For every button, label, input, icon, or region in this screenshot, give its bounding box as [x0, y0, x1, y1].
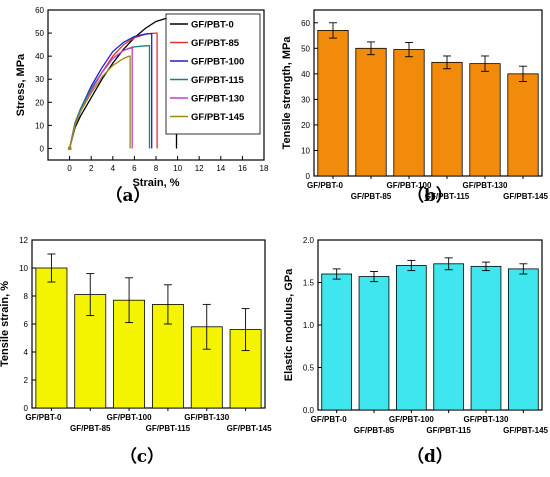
y-tick-label: 0	[306, 172, 311, 181]
x-tick-label: GF/PBT-100	[107, 413, 152, 422]
x-tick-label: GF/PBT-115	[146, 424, 191, 433]
y-tick-label: 60	[35, 6, 44, 15]
x-tick-label: GF/PBT-100	[389, 415, 434, 424]
x-tick-label: 14	[216, 164, 225, 173]
bar-gf-pbt-130	[469, 63, 501, 177]
y-tick-label: 1.5	[303, 279, 315, 288]
bar-gf-pbt-130	[470, 265, 502, 411]
x-tick-label: GF/PBT-85	[354, 426, 395, 435]
legend-entry: GF/PBT-145	[191, 112, 245, 123]
bar-gf-pbt-100	[393, 49, 425, 177]
y-tick-label: 20	[301, 121, 310, 130]
x-tick-label: 12	[195, 164, 204, 173]
y-tick-label: 0.5	[303, 364, 315, 373]
legend: GF/PBT-0 GF/PBT-85 GF/PBT-100 GF/PBT-115 GF/…	[165, 13, 261, 135]
series-start-marker	[68, 146, 72, 150]
y-axis-label: Tensile strain, %	[0, 281, 11, 367]
legend-entry: GF/PBT-100	[191, 57, 244, 68]
y-axis-label: Tensile strength, MPa	[281, 36, 293, 150]
panel-label: （d）	[407, 446, 453, 467]
series-line-gf-pbt-145	[68, 55, 131, 149]
y-tick-label: 10	[301, 146, 310, 155]
y-tick-label: 30	[301, 95, 310, 104]
legend-entry: GF/PBT-85	[191, 38, 240, 49]
y-tick-label: 40	[301, 70, 310, 79]
x-tick-label: GF/PBT-100	[387, 181, 432, 190]
legend-entry: GF/PBT-115	[191, 75, 245, 86]
y-tick-label: 6	[24, 320, 29, 329]
y-tick-label: 50	[301, 44, 310, 53]
x-tick-label: 8	[154, 164, 159, 173]
x-tick-label: GF/PBT-145	[503, 426, 548, 435]
chart-b: 0 10 20 30 40 50 60 Tensile strength, MPa GF/PBT…	[281, 9, 549, 206]
series-line-gf-pbt-0	[68, 16, 178, 149]
panel-label: （b）	[407, 185, 453, 206]
x-tick-label: GF/PBT-0	[311, 415, 348, 424]
x-tick-label: GF/PBT-0	[25, 413, 62, 422]
x-tick-label: GF/PBT-130	[463, 181, 508, 190]
series-line-gf-pbt-100	[68, 32, 153, 149]
series-line-gf-pbt-130	[68, 45, 133, 149]
panel-label: （a）	[105, 185, 150, 206]
x-tick-label: GF/PBT-130	[184, 413, 229, 422]
x-tick-label: GF/PBT-115	[426, 426, 471, 435]
bar-gf-pbt-85	[358, 276, 390, 411]
y-tick-label: 0	[24, 404, 29, 413]
y-tick-label: 12	[19, 236, 28, 245]
x-tick-label: 0	[67, 164, 72, 173]
y-tick-label: 0	[40, 144, 45, 153]
y-tick-label: 8	[24, 292, 29, 301]
x-tick-label: GF/PBT-145	[503, 192, 548, 201]
bar-gf-pbt-145	[507, 268, 539, 411]
x-tick-label: 2	[89, 164, 94, 173]
x-tick-label: 6	[132, 164, 137, 173]
bar-gf-pbt-115	[433, 263, 465, 411]
y-axis-label: Stress, MPa	[15, 53, 27, 116]
x-tick-label: GF/PBT-145	[227, 424, 272, 433]
bar-gf-pbt-85	[355, 47, 387, 177]
y-tick-label: 2.0	[303, 236, 315, 245]
y-tick-label: 0.0	[303, 406, 315, 415]
y-tick-label: 40	[35, 52, 44, 61]
x-tick-label: GF/PBT-0	[307, 181, 344, 190]
y-tick-label: 2	[24, 376, 29, 385]
y-axis-label: Elastic modulus, GPa	[283, 268, 295, 381]
x-tick-label: GF/PBT-85	[70, 424, 111, 433]
panel-label: （c）	[120, 446, 164, 467]
bar-gf-pbt-100	[395, 265, 427, 411]
bar-gf-pbt-0	[317, 30, 349, 177]
chart-a: 0 10 20 30 40 50 60 Stress, MPa 0 2 4 6 8 10 12 14 16 18 S…	[15, 6, 269, 206]
x-tick-label: 18	[260, 164, 269, 173]
x-axis-label: Strain, %	[132, 177, 179, 189]
legend-box	[165, 13, 261, 135]
bar-gf-pbt-0	[321, 273, 353, 411]
x-tick-label: 4	[111, 164, 116, 173]
plot-frame	[313, 9, 543, 177]
chart-c: 0 2 4 6 8 10 12 Tensile strain, % GF/PBT-0 GF/PBT…	[0, 236, 272, 467]
y-tick-label: 30	[35, 75, 44, 84]
y-tick-label: 1.0	[303, 321, 315, 330]
legend-entry: GF/PBT-0	[191, 20, 234, 31]
x-tick-label: GF/PBT-85	[351, 192, 392, 201]
bar-gf-pbt-145	[507, 73, 539, 177]
y-tick-label: 50	[35, 29, 44, 38]
y-tick-label: 4	[24, 348, 29, 357]
chart-d: 0.0 0.5 1.0 1.5 2.0 Elastic modulus, GPa GF/PB…	[283, 236, 549, 467]
y-tick-label: 10	[19, 264, 28, 273]
legend-entry: GF/PBT-130	[191, 94, 244, 105]
y-tick-label: 60	[301, 19, 310, 28]
bar-gf-pbt-115	[431, 61, 463, 177]
y-tick-label: 10	[35, 121, 44, 130]
x-tick-label: GF/PBT-130	[464, 415, 509, 424]
bar-gf-pbt-0	[35, 267, 68, 409]
x-tick-label: 10	[173, 164, 182, 173]
y-tick-label: 20	[35, 98, 44, 107]
x-tick-label: 16	[238, 164, 247, 173]
x-tick-label: GF/PBT-115	[425, 192, 470, 201]
